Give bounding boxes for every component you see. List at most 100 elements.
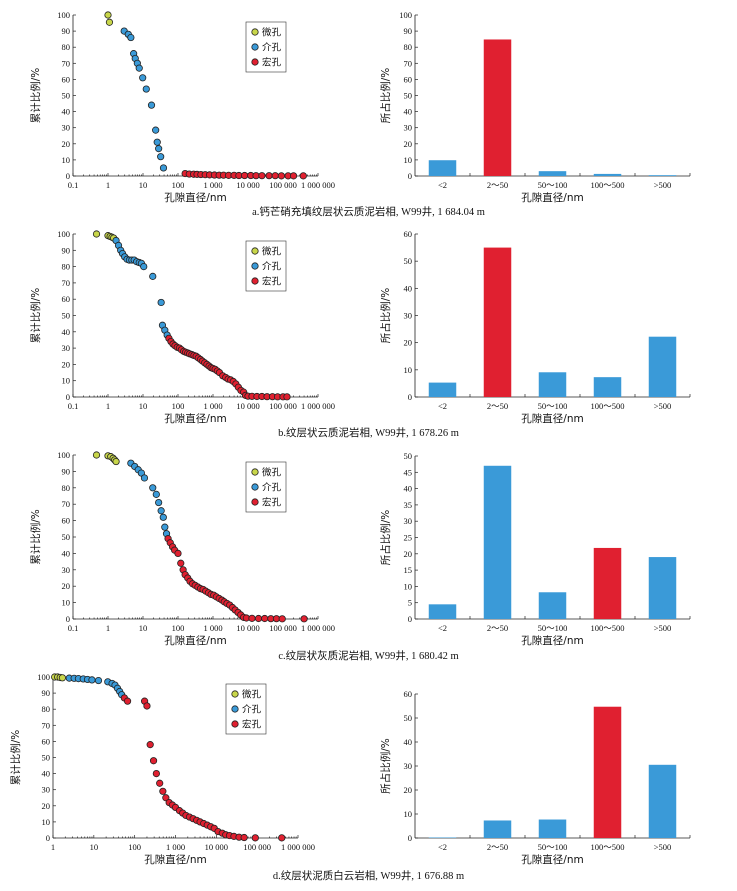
x-axis-label: 孔隙直径/nm	[144, 853, 206, 866]
legend-marker-micro	[251, 28, 259, 36]
scatter-chart-a: 0 10 20 30 40 50 60 70 80 90 100 0.1 1 10 100 1 000 10 0…	[29, 10, 335, 204]
data-point-meso	[127, 33, 135, 42]
y-tick-label: 45	[404, 467, 413, 477]
data-point-macro	[283, 393, 291, 401]
data-point-macro	[300, 615, 308, 623]
scatter-chart-c: 0 10 20 30 40 50 60 70 80 90 100 0.1 1 10 100 1 000 10 0…	[29, 450, 335, 647]
x-tick-label: 1 000 000	[301, 401, 335, 411]
x-tick-label: 10 000	[205, 842, 228, 852]
x-tick-label: 10	[139, 180, 148, 190]
y-tick-label: 90	[62, 245, 71, 255]
data-point-micro	[92, 230, 101, 238]
bar-2～50	[483, 465, 512, 619]
data-point-micro	[112, 457, 120, 466]
data-point-meso	[142, 85, 150, 93]
x-tick-label: 100	[172, 180, 185, 190]
data-point-macro	[240, 833, 248, 842]
data-point-macro	[289, 172, 298, 180]
bar->500	[648, 764, 677, 838]
legend-label: 微孔	[262, 467, 282, 479]
data-point-micro	[104, 11, 112, 19]
y-tick-label: 50	[62, 532, 71, 542]
x-tick-label: 100 000	[269, 623, 297, 633]
x-tick-label: 50～100	[538, 623, 568, 633]
x-tick-label: 100	[128, 842, 141, 852]
x-axis-label: 孔隙直径/nm	[164, 191, 226, 204]
y-axis-label: 累计比例/%	[29, 68, 42, 124]
data-point-macro	[174, 549, 182, 558]
caption-b: b.纹层状云质泥岩相, W99井, 1 678.26 m	[278, 428, 459, 439]
y-tick-label: 100	[57, 450, 70, 460]
data-point-meso	[157, 507, 165, 515]
y-tick-label: 60	[42, 736, 51, 746]
x-tick-label: 10 000	[236, 401, 259, 411]
data-point-meso	[149, 272, 157, 280]
legend-marker-macro	[231, 720, 239, 728]
caption-c: c.纹层状灰质泥岩相, W99井, 1 680.42 m	[278, 651, 459, 662]
y-tick-label: 0	[408, 392, 412, 402]
x-tick-label: >500	[654, 401, 672, 411]
legend-marker-meso	[251, 43, 259, 51]
y-tick-label: 70	[404, 58, 413, 68]
legend-label: 微孔	[262, 246, 282, 258]
bar-chart-d: 0 10 20 30 40 50 60 <2 2～50 50～100 100～500 >500 孔隙直径…	[379, 689, 691, 866]
y-tick-label: 20	[62, 139, 71, 149]
y-tick-label: 0	[408, 171, 412, 181]
y-tick-label: 0	[66, 171, 70, 181]
panel-b: 0 10 20 30 40 50 60 70 80 90 100 0.1 1 10 100 1 000 10 0…	[0, 222, 737, 444]
y-tick-label: 60	[404, 74, 413, 84]
x-tick-label: <2	[438, 180, 447, 190]
y-tick-label: 40	[404, 737, 413, 747]
y-tick-label: 60	[62, 516, 71, 526]
x-tick-label: 2～50	[487, 180, 508, 190]
y-tick-label: 50	[404, 451, 413, 461]
y-tick-label: 25	[404, 533, 413, 543]
bar-2～50	[483, 247, 512, 397]
y-axis-label: 所占比例/%	[379, 68, 392, 124]
panel-d: 0 10 20 30 40 50 60 70 80 90 100 1 10 100 1 000 10 000 1…	[0, 666, 737, 891]
y-tick-label: 40	[42, 769, 51, 779]
y-tick-label: 10	[404, 581, 413, 591]
data-point-macro	[278, 615, 286, 623]
y-tick-label: 90	[62, 466, 71, 476]
caption-a: a.钙芒硝充填纹层状云质泥岩相, W99井, 1 684.04 m	[252, 207, 485, 218]
y-tick-label: 10	[404, 155, 413, 165]
y-tick-label: 15	[404, 565, 413, 575]
bar-chart-a: 0 10 20 30 40 50 60 70 80 90 100 <2 2～50 50～100 100～50…	[379, 10, 691, 204]
data-point-meso	[152, 126, 160, 134]
y-tick-label: 80	[404, 42, 413, 52]
legend-marker-meso	[231, 705, 239, 713]
y-tick-label: 40	[62, 327, 71, 337]
data-point-meso	[155, 145, 163, 153]
y-tick-label: 10	[62, 376, 71, 386]
bar-chart-c: 0 5 10 15 20 25 30 35 40 45 50 <2 2～50 50～100 100～500 >…	[379, 451, 691, 647]
y-tick-label: 50	[404, 713, 413, 723]
x-tick-label: >500	[654, 623, 672, 633]
y-tick-label: 80	[42, 704, 51, 714]
y-axis-label: 累计比例/%	[29, 288, 42, 344]
bar-50～100	[538, 171, 567, 176]
y-tick-label: 80	[62, 42, 71, 52]
x-tick-label: 100	[172, 623, 185, 633]
x-tick-label: 2～50	[487, 842, 508, 852]
legend-marker-micro	[251, 468, 259, 476]
bar-100～500	[593, 173, 622, 176]
y-tick-label: 100	[37, 672, 50, 682]
x-tick-label: 1 000 000	[301, 180, 335, 190]
x-tick-label: 0.1	[68, 623, 79, 633]
y-tick-label: 20	[42, 801, 51, 811]
y-tick-label: 30	[62, 343, 71, 353]
x-tick-label: 1 000	[203, 623, 222, 633]
y-tick-label: 10	[62, 155, 71, 165]
y-tick-label: 30	[404, 123, 413, 133]
y-tick-label: 20	[404, 549, 413, 559]
data-point-micro	[92, 451, 101, 459]
x-tick-label: 100～500	[590, 842, 624, 852]
data-point-macro	[123, 697, 132, 705]
y-tick-label: 35	[404, 500, 413, 510]
y-tick-label: 40	[404, 484, 413, 494]
data-point-micro	[58, 674, 67, 682]
legend-label: 介孔	[262, 262, 282, 273]
data-point-meso	[147, 101, 156, 109]
x-axis-label: 孔隙直径/nm	[521, 191, 583, 204]
